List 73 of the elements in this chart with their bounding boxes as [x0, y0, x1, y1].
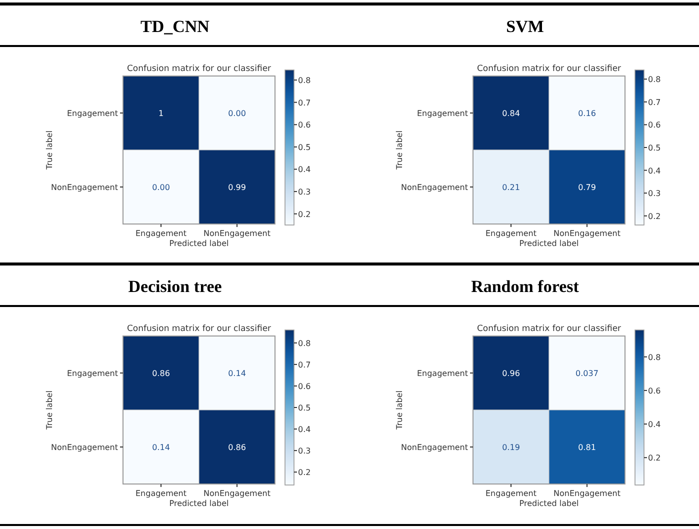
data-label: 0.16: [578, 109, 596, 118]
y-tick-label: Engagement: [416, 109, 468, 118]
color-bar-label: 0.5: [298, 142, 311, 152]
color-bar-label: 0.2: [648, 212, 661, 221]
data-label: 0.86: [228, 443, 246, 452]
data-label: 0.21: [502, 183, 520, 192]
x-tick-label: Engagement: [135, 229, 187, 238]
data-label: 0.14: [152, 443, 170, 452]
data-label: 0.00: [152, 183, 170, 192]
x-tick-label: NonEngagement: [554, 229, 620, 238]
data-label: 0.14: [228, 369, 246, 378]
color-bar-label: 0.4: [298, 165, 311, 174]
y-axis-title: True label: [45, 130, 54, 170]
x-tick-label: NonEngagement: [554, 489, 620, 498]
x-tick-label: Engagement: [135, 489, 187, 498]
data-label: 0.81: [578, 443, 596, 452]
x-axis-title: Predicted label: [519, 239, 579, 248]
color-bar-label: 0.7: [648, 98, 661, 107]
color-bar-label: 0.2: [298, 468, 311, 478]
x-axis-title: Predicted label: [169, 499, 229, 508]
color-bar-label: 0.8: [648, 352, 661, 362]
color-bar-label: 0.3: [648, 189, 661, 198]
data-label: 0.84: [502, 109, 520, 118]
data-label: 0.037: [576, 369, 598, 378]
y-tick-label: NonEngagement: [401, 443, 468, 452]
color-bar-label: 0.8: [298, 76, 311, 86]
color-bar-label: 0.6: [298, 120, 311, 130]
chart-subtitle: Confusion matrix for our classifier: [126, 64, 272, 74]
data-label: 0.00: [228, 109, 246, 118]
color-bar-label: 0.3: [298, 188, 311, 197]
y-tick-label: Engagement: [66, 109, 118, 118]
color-bar-label: 0.2: [298, 210, 311, 219]
chart-subtitle: Confusion matrix for our classifier: [126, 324, 272, 334]
color-bar-label: 0.4: [298, 425, 311, 434]
x-tick-label: Engagement: [485, 229, 537, 238]
color-bar-label: 0.6: [298, 382, 311, 391]
chart-title: Random forest: [471, 277, 580, 296]
y-axis-title: True label: [395, 130, 404, 170]
y-axis-title: True label: [45, 390, 54, 430]
chart-subtitle: Confusion matrix for our classifier: [476, 324, 622, 334]
chart-title: Decision tree: [128, 277, 222, 296]
y-tick-label: NonEngagement: [51, 183, 118, 192]
y-tick-label: NonEngagement: [401, 183, 468, 192]
chart-title: TD_CNN: [140, 17, 210, 36]
color-bar-label: 0.4: [648, 166, 661, 176]
color-bar-label: 0.2: [648, 454, 661, 463]
y-axis-title: True label: [395, 390, 404, 430]
color-bar-label: 0.5: [648, 144, 661, 152]
y-tick-label: Engagement: [66, 369, 118, 378]
color-bar-label: 0.7: [298, 360, 311, 370]
data-label: 1: [158, 109, 164, 118]
data-label: 0.99: [228, 183, 246, 192]
y-tick-label: NonEngagement: [51, 443, 118, 452]
x-tick-label: NonEngagement: [204, 489, 270, 498]
data-label: 0.86: [152, 369, 170, 378]
color-bar-label: 0.3: [298, 446, 311, 456]
color-bar-label: 0.4: [648, 420, 661, 430]
chart-title: SVM: [506, 17, 544, 36]
data-label: 0.79: [578, 183, 596, 192]
color-bar-label: 0.6: [648, 120, 661, 130]
color-bar-label: 0.8: [298, 338, 311, 348]
color-bar-label: 0.8: [648, 75, 661, 84]
data-label: 0.19: [502, 443, 520, 452]
color-bar-label: 0.7: [298, 98, 311, 108]
x-tick-label: Engagement: [485, 489, 537, 498]
data-label: 0.96: [502, 369, 520, 378]
x-tick-label: NonEngagement: [204, 229, 270, 238]
chart-subtitle: Confusion matrix for our classifier: [476, 64, 622, 74]
color-bar-label: 0.5: [298, 404, 311, 412]
y-tick-label: Engagement: [416, 369, 468, 378]
x-axis-title: Predicted label: [169, 239, 229, 248]
x-axis-title: Predicted label: [519, 499, 579, 508]
color-bar-label: 0.6: [648, 386, 661, 396]
